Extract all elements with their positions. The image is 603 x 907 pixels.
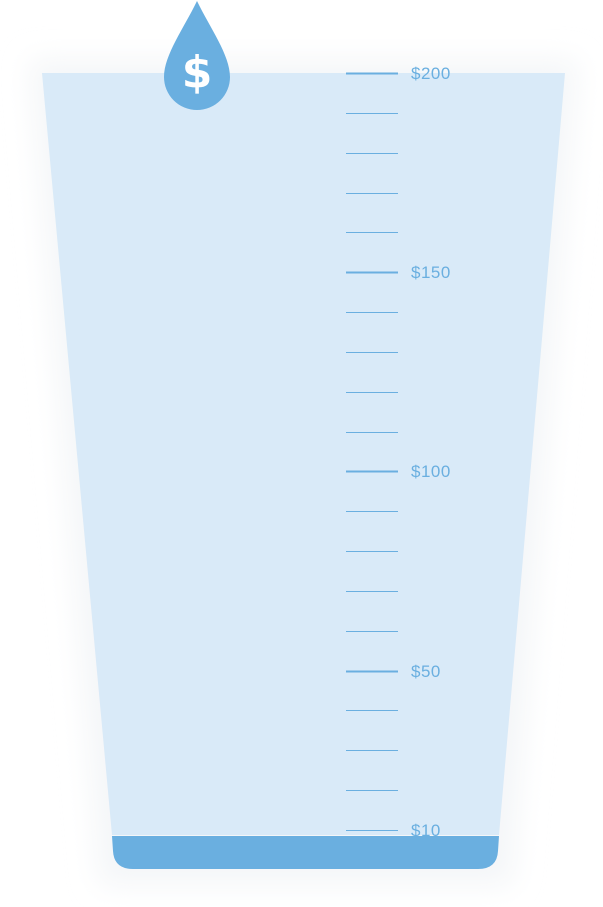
drop-symbol: $ bbox=[182, 47, 213, 98]
tick-label: $10 bbox=[411, 821, 441, 840]
tick-label: $50 bbox=[411, 662, 441, 681]
glass-body bbox=[42, 73, 565, 835]
tick-label: $200 bbox=[411, 64, 451, 83]
tick-label: $150 bbox=[411, 263, 451, 282]
dollar-drop-icon: $ bbox=[164, 1, 230, 110]
tick-label: $100 bbox=[411, 462, 451, 481]
drop-shape bbox=[164, 1, 230, 110]
scale-ticks bbox=[346, 72, 398, 831]
liquid-fill bbox=[112, 836, 499, 869]
scale-labels: $200 $150 $100 $50 $10 bbox=[411, 64, 451, 840]
